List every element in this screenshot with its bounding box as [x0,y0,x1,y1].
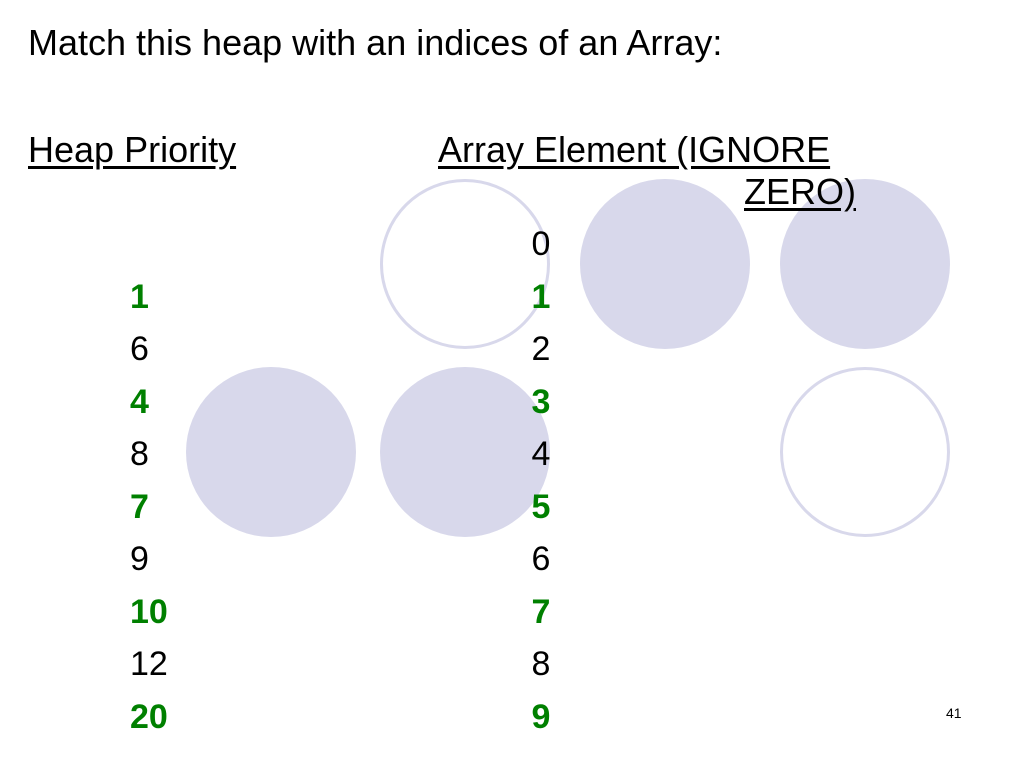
heap-value: 1 [130,278,149,316]
heap-value: 6 [130,330,149,368]
heap-value: 9 [130,540,149,578]
heap-value: 20 [130,698,168,736]
array-index: 8 [531,645,551,683]
heap-value: 8 [130,435,149,473]
array-index: 5 [531,488,551,526]
array-index: 7 [531,593,551,631]
heap-node-circle [380,367,550,537]
heap-value: 10 [130,593,168,631]
heap-node-circle [780,179,950,349]
array-index: 6 [531,540,551,578]
array-element-header: Array Element (IGNORE [438,129,831,170]
array-index: 4 [531,435,551,473]
heap-priority-header: Heap Priority [28,129,237,170]
heap-node-circle-empty [380,179,550,349]
array-index: 0 [531,225,551,263]
heap-value: 12 [130,645,168,683]
slide-title: Match this heap with an indices of an Ar… [28,22,723,63]
page-number: 41 [946,705,962,721]
heap-value: 7 [130,488,149,526]
array-index: 2 [531,330,551,368]
heap-value: 4 [130,383,149,421]
array-index: 9 [531,698,551,736]
heap-node-circle-empty [780,367,950,537]
array-index: 1 [531,278,551,316]
array-element-header-cont: ZERO) [744,171,856,212]
heap-node-circle [186,367,356,537]
heap-node-circle [580,179,750,349]
array-index: 3 [531,383,551,421]
